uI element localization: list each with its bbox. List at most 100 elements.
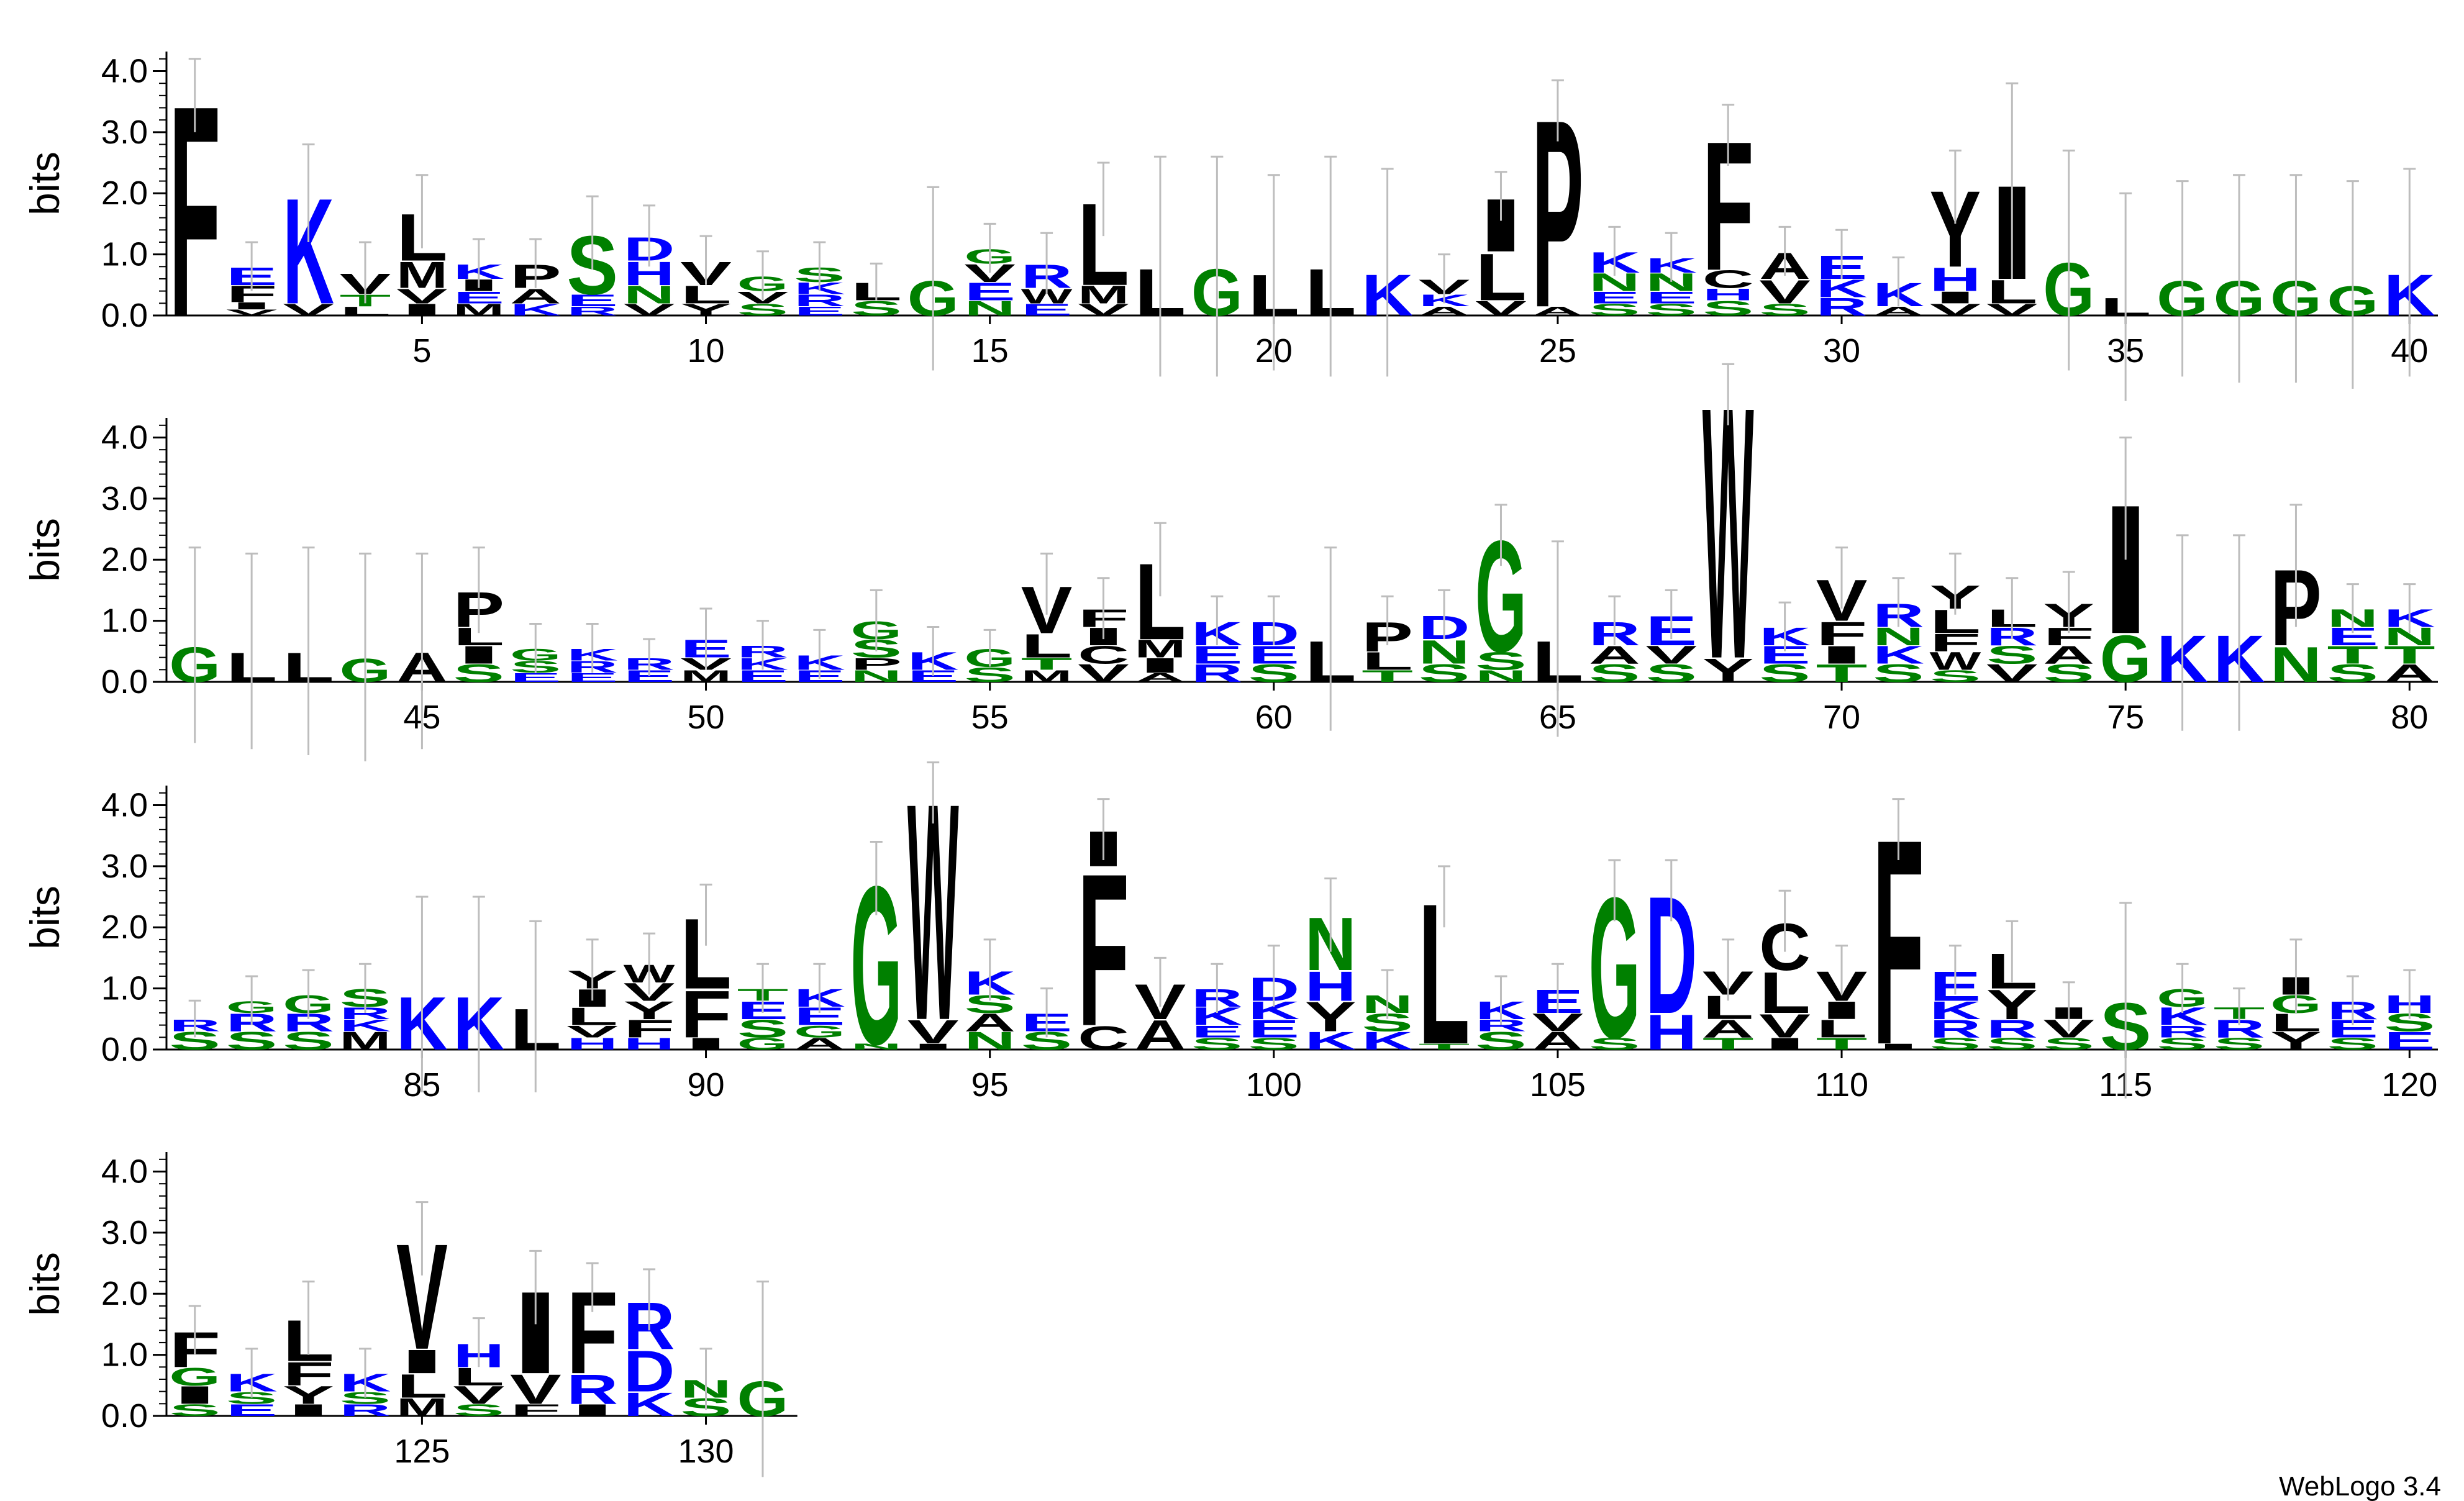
logo-letter-M: M — [396, 1394, 448, 1422]
logo-letter-E: E — [794, 304, 845, 318]
logo-letter-G: G — [737, 1035, 789, 1053]
logo-letter-I: I — [1759, 1035, 1811, 1053]
logo-letter-S: S — [1589, 660, 1640, 687]
logo-letter-T: T — [1703, 1035, 1754, 1053]
logo-letter-L: L — [340, 304, 391, 318]
x-tick-label: 120 — [2381, 1066, 2437, 1104]
logo-letter-Y: Y — [624, 997, 675, 1025]
logo-letter-F: F — [283, 1355, 334, 1392]
logo-letter-T: T — [2384, 641, 2435, 669]
logo-letter-A: A — [1589, 641, 1640, 669]
logo-letter-L: L — [566, 1003, 618, 1031]
logo-letter-Y: Y — [1703, 652, 1754, 689]
logo-letter-V: V — [1986, 301, 2038, 319]
logo-letter-H: H — [1645, 1005, 1697, 1061]
y-tick-label: 0.0 — [101, 663, 148, 701]
logo-letter-C: C — [1078, 641, 1129, 669]
logo-letter-L: L — [680, 281, 732, 309]
logo-letter-S: S — [2327, 660, 2378, 687]
logo-letter-D: D — [624, 1338, 675, 1404]
logo-letter-K: K — [1873, 641, 1924, 669]
x-tick-label: 60 — [1255, 699, 1293, 736]
logo-letter-T: T — [1021, 655, 1073, 673]
y-axis-title: bits — [22, 1252, 68, 1316]
logo-letter-E: E — [226, 1401, 278, 1420]
logo-letter-V: V — [1929, 301, 1981, 319]
logo-letter-T: T — [1816, 660, 1868, 687]
x-tick-label: 75 — [2107, 699, 2144, 736]
y-tick-label: 3.0 — [101, 480, 148, 517]
y-tick-label: 4.0 — [101, 1153, 148, 1190]
logo-letter-L: L — [1021, 627, 1073, 664]
logo-letter-L: L — [2270, 1009, 2322, 1036]
logo-letter-C: C — [1078, 1020, 1129, 1057]
x-tick-label: 55 — [971, 699, 1009, 736]
logo-letter-V: V — [1532, 1009, 1583, 1036]
logo-letter-S: S — [1589, 1035, 1640, 1053]
logo-letter-I: I — [680, 1035, 732, 1053]
logo-letter-H: H — [566, 1035, 618, 1053]
weblogo-credit: WebLogo 3.4 — [2279, 1471, 2441, 1501]
y-tick-label: 2.0 — [101, 909, 148, 946]
logo-letter-A: A — [1135, 1012, 1186, 1059]
logo-letter-S: S — [1929, 667, 1981, 686]
logo-letter-A: A — [1703, 1015, 1754, 1043]
logo-letter-V: V — [1078, 660, 1129, 687]
logo-letter-E: E — [1021, 301, 1073, 319]
y-tick-label: 3.0 — [101, 114, 148, 151]
logo-letter-E: E — [1191, 1022, 1243, 1041]
logo-letter-H: H — [1703, 285, 1754, 304]
logo-letter-T: T — [1816, 1035, 1868, 1053]
logo-letter-T: T — [1362, 667, 1413, 686]
x-tick-label: 95 — [971, 1066, 1009, 1104]
logo-letter-S: S — [1873, 660, 1924, 687]
y-tick-label: 0.0 — [101, 1397, 148, 1435]
x-tick-label: 5 — [412, 332, 431, 370]
logo-letter-E: E — [1645, 288, 1697, 307]
logo-letter-M: M — [340, 1027, 391, 1055]
logo-letter-E: E — [453, 288, 504, 307]
logo-letter-A: A — [1135, 671, 1186, 684]
logo-letter-S: S — [1248, 660, 1299, 687]
logo-letter-S: S — [1645, 660, 1697, 687]
logo-letter-C: C — [1703, 266, 1754, 294]
logo-letter-A: A — [964, 1009, 1016, 1036]
logo-letter-R: R — [1986, 1015, 2038, 1043]
logo-letter-S: S — [2214, 1035, 2265, 1053]
logo-letter-S: S — [1419, 660, 1470, 687]
logo-letter-V: V — [226, 308, 278, 317]
y-tick-label: 2.0 — [101, 175, 148, 212]
logo-letter-F: F — [1078, 828, 1129, 1072]
logo-letter-A: A — [794, 1035, 845, 1053]
logo-letter-R: R — [340, 1401, 391, 1420]
logo-letter-N: N — [850, 1042, 902, 1051]
logo-letter-I: I — [283, 1401, 334, 1420]
x-tick-label: 125 — [394, 1433, 450, 1470]
logo-letter-N: N — [1873, 623, 1924, 651]
logo-letter-S: S — [2043, 660, 2094, 687]
logo-letter-E: E — [1248, 641, 1299, 669]
logo-letter-I: I — [226, 301, 278, 312]
logo-letter-S: S — [1475, 647, 1527, 675]
logo-letter-H: H — [624, 1035, 675, 1053]
logo-letter-F: F — [624, 1015, 675, 1043]
logo-letter-V: V — [1986, 660, 2038, 687]
y-tick-label: 4.0 — [101, 419, 148, 456]
logo-letter-N: N — [964, 1027, 1016, 1055]
logo-letter-L: L — [1362, 647, 1413, 675]
x-tick-label: 90 — [687, 1066, 724, 1104]
x-tick-label: 130 — [678, 1433, 734, 1470]
logo-letter-M: M — [453, 301, 504, 319]
y-axis-title: bits — [22, 152, 68, 215]
logo-letter-L: L — [1986, 273, 2038, 311]
logo-letter-K: K — [1929, 997, 1981, 1025]
logo-letter-R: R — [566, 1366, 618, 1413]
logo-letter-E: E — [1589, 288, 1640, 307]
logo-letter-S: S — [1645, 301, 1697, 319]
logo-letter-L: L — [1816, 1015, 1868, 1043]
logo-letter-I: I — [1929, 288, 1981, 307]
